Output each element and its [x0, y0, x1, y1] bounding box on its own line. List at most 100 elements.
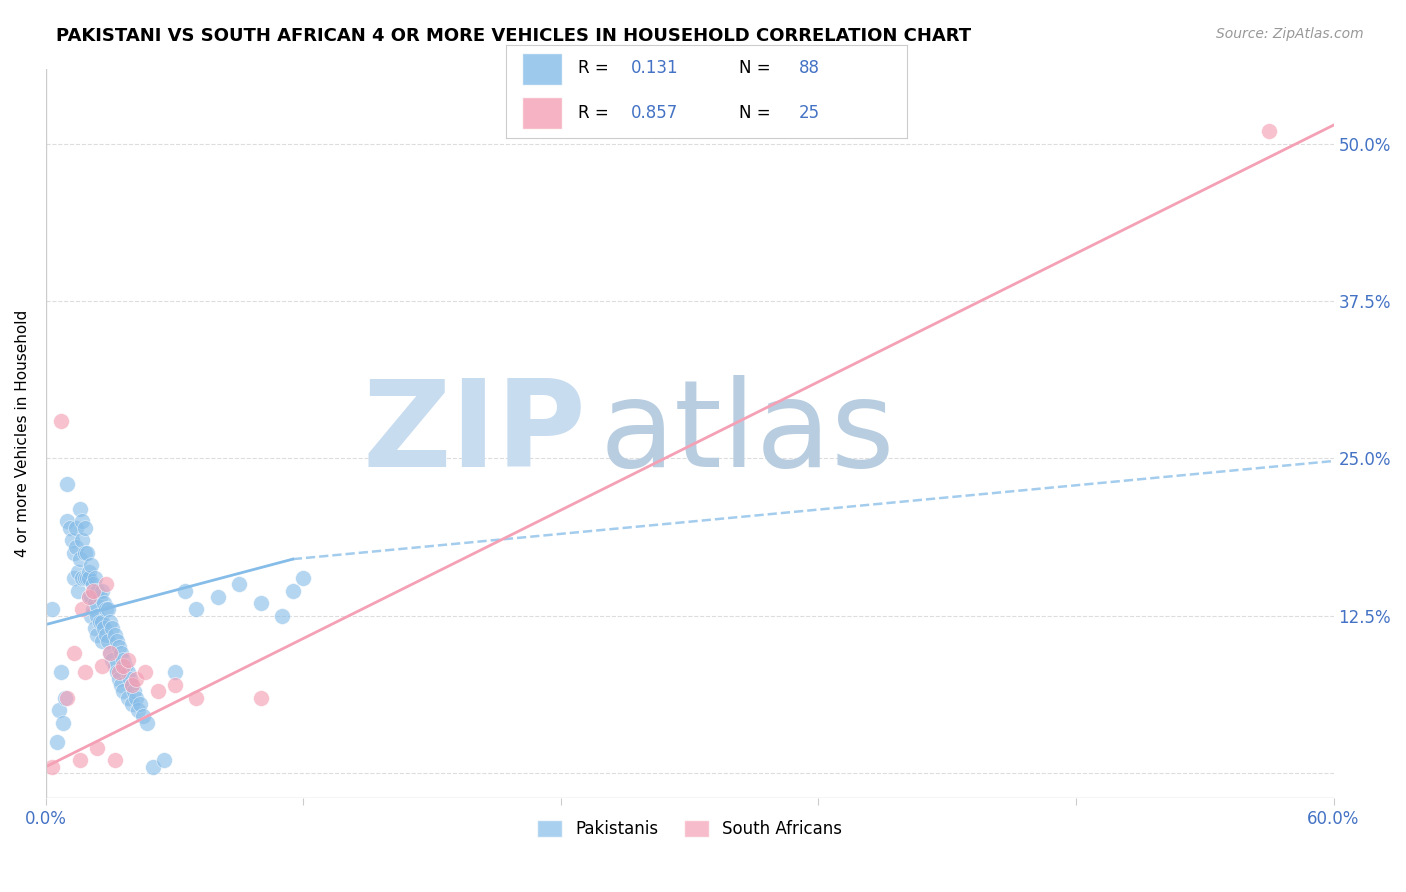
Point: [82, 583, 104, 598]
Point: [67, 565, 90, 579]
Point: [94, 577, 117, 591]
Point: [98, 647, 121, 661]
Point: [186, 602, 208, 616]
Point: [73, 521, 96, 535]
Point: [153, 753, 176, 767]
Point: [281, 583, 304, 598]
Point: [108, 640, 131, 655]
Point: [69, 753, 91, 767]
Point: [101, 621, 124, 635]
Point: [98, 647, 121, 661]
Text: R =: R =: [578, 60, 614, 78]
Point: [49, 414, 72, 428]
Point: [117, 690, 139, 705]
Point: [134, 665, 156, 680]
Point: [69, 552, 91, 566]
Point: [97, 633, 120, 648]
Point: [127, 703, 149, 717]
Point: [82, 602, 104, 616]
Point: [101, 653, 124, 667]
Point: [73, 546, 96, 560]
Point: [118, 672, 141, 686]
Point: [121, 678, 143, 692]
Point: [77, 565, 100, 579]
Point: [89, 615, 111, 629]
Point: [292, 571, 315, 585]
Text: 0.857: 0.857: [630, 103, 678, 121]
Text: 88: 88: [799, 60, 820, 78]
Text: PAKISTANI VS SOUTH AFRICAN 4 OR MORE VEHICLES IN HOUSEHOLD CORRELATION CHART: PAKISTANI VS SOUTH AFRICAN 4 OR MORE VEH…: [56, 27, 972, 45]
Point: [86, 583, 108, 598]
Point: [90, 615, 112, 629]
Point: [48, 703, 70, 717]
Point: [73, 571, 96, 585]
Point: [105, 633, 128, 648]
Point: [142, 760, 165, 774]
Point: [125, 690, 148, 705]
Point: [163, 665, 186, 680]
Point: [77, 590, 100, 604]
Point: [228, 577, 250, 591]
Point: [249, 690, 271, 705]
Point: [72, 533, 94, 548]
Point: [122, 684, 145, 698]
Point: [72, 571, 94, 585]
Point: [114, 659, 136, 673]
Point: [86, 740, 108, 755]
Point: [73, 665, 96, 680]
Point: [174, 583, 197, 598]
Point: [121, 678, 143, 692]
Point: [135, 715, 157, 730]
Point: [84, 596, 107, 610]
Text: 0.131: 0.131: [630, 60, 678, 78]
Point: [112, 684, 135, 698]
Point: [63, 546, 86, 560]
Point: [94, 627, 117, 641]
Point: [58, 521, 80, 535]
Point: [72, 602, 94, 616]
Point: [80, 558, 103, 573]
Point: [69, 501, 91, 516]
Point: [56, 515, 79, 529]
Point: [41, 760, 63, 774]
Point: [49, 665, 72, 680]
Point: [271, 608, 294, 623]
Point: [77, 571, 100, 585]
Point: [90, 583, 112, 598]
Point: [110, 647, 132, 661]
Point: [110, 678, 132, 692]
Point: [117, 653, 139, 667]
Text: ZIP: ZIP: [363, 375, 586, 491]
Point: [94, 602, 117, 616]
Point: [86, 627, 108, 641]
Point: [72, 515, 94, 529]
Point: [104, 753, 127, 767]
Point: [90, 633, 112, 648]
Point: [146, 684, 169, 698]
Point: [129, 697, 152, 711]
Point: [125, 672, 148, 686]
Point: [93, 596, 115, 610]
Point: [112, 653, 135, 667]
Point: [249, 596, 271, 610]
Point: [98, 615, 121, 629]
Point: [112, 659, 135, 673]
Point: [63, 647, 86, 661]
Point: [105, 665, 128, 680]
Text: Source: ZipAtlas.com: Source: ZipAtlas.com: [1216, 27, 1364, 41]
Point: [76, 571, 98, 585]
Point: [104, 627, 127, 641]
Point: [56, 476, 79, 491]
Point: [108, 672, 131, 686]
Point: [1258, 124, 1281, 138]
Point: [86, 608, 108, 623]
Point: [53, 690, 76, 705]
Point: [45, 734, 67, 748]
Bar: [522, 97, 562, 129]
Point: [65, 540, 87, 554]
Text: N =: N =: [738, 60, 776, 78]
Text: 25: 25: [799, 103, 820, 121]
Point: [76, 546, 98, 560]
Text: R =: R =: [578, 103, 614, 121]
Point: [117, 665, 139, 680]
